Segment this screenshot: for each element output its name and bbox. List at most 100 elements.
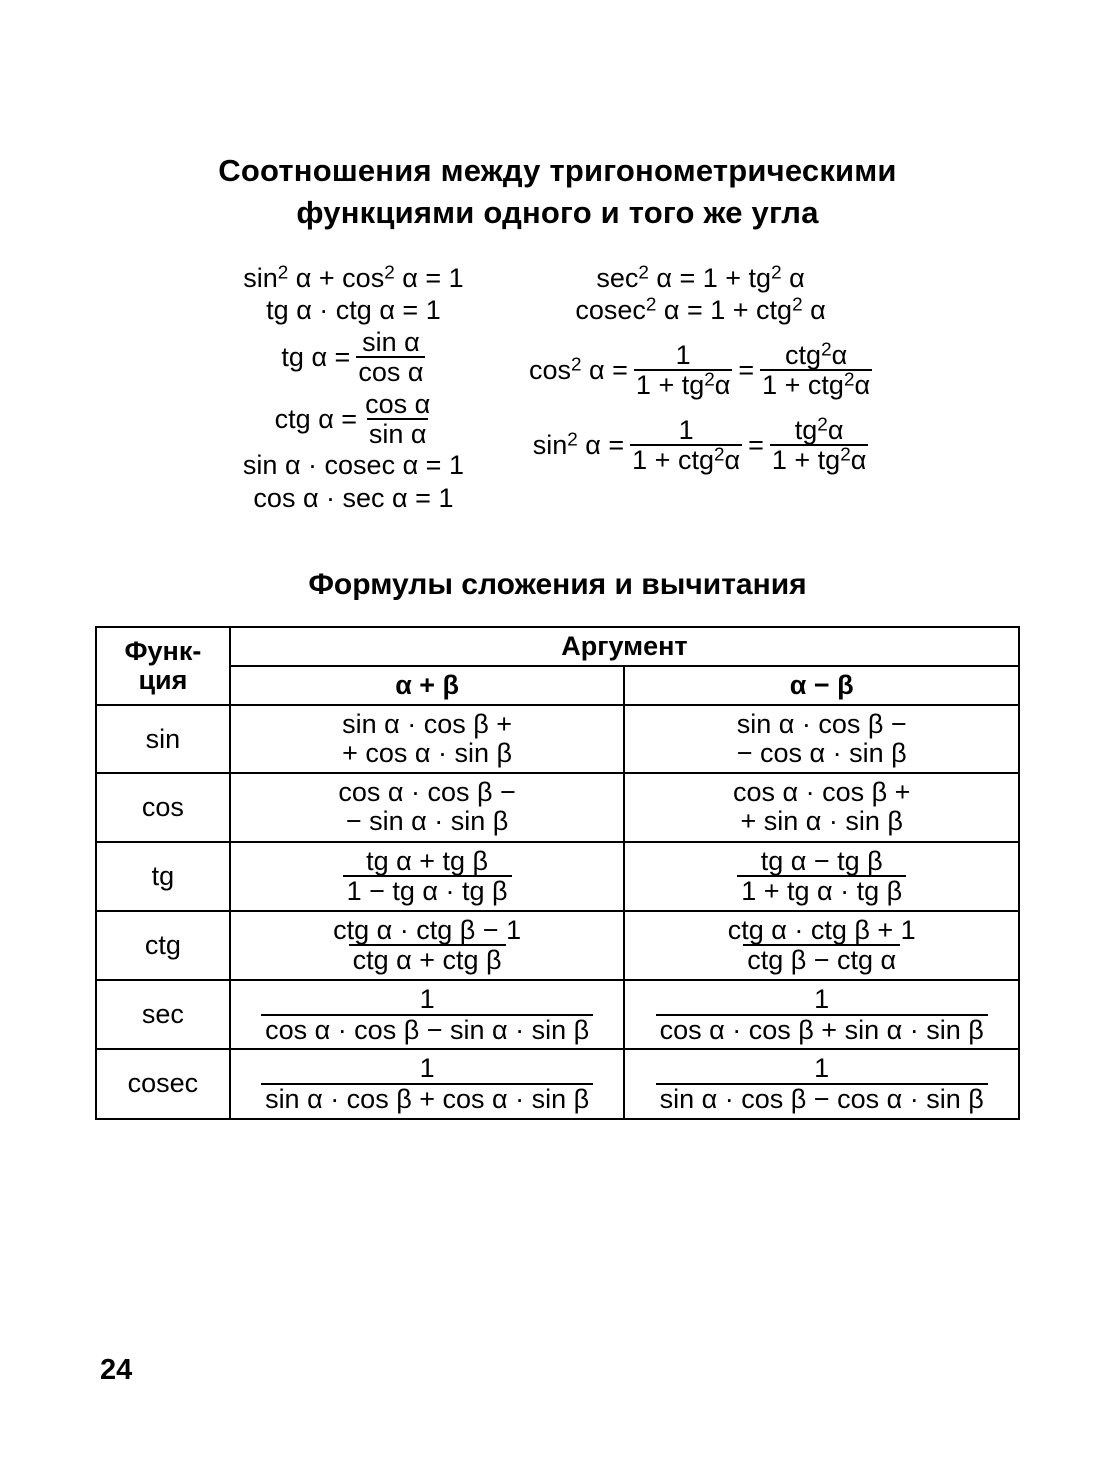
fraction: 1 sin α · cos β − cos α · sin β — [656, 1054, 988, 1113]
header-alpha-plus-beta: α + β — [230, 666, 625, 705]
identity-left-3: tg α = sin α cos α — [281, 328, 425, 387]
formula: sin α · cos β − − cos α · sin β — [631, 710, 1012, 768]
formula-line1: cos α · cos β + — [733, 778, 910, 807]
formula-line2: + sin α · sin β — [740, 807, 902, 836]
function-name: cos — [96, 773, 230, 841]
fraction-a: 1 1 + tg2α — [634, 341, 732, 400]
numerator: ctg2α — [783, 341, 849, 369]
table-row: cosec 1 sin α · cos β + cos α · sin β 1 … — [96, 1049, 1019, 1118]
heading1-line1: Соотношения между тригонометрическими — [218, 153, 896, 188]
table-head: Функ- ция Аргумент α + β α − β — [96, 627, 1019, 705]
formula-line2: + cos α · sin β — [342, 739, 512, 768]
denominator: sin α · cos β + cos α · sin β — [261, 1083, 593, 1114]
cell-plus: tg α + tg β 1 − tg α · tg β — [230, 842, 625, 911]
fraction-b: tg2α 1 + tg2α — [770, 416, 868, 475]
table-row: cos cos α · cos β − − sin α · sin β cos … — [96, 773, 1019, 841]
numerator: 1 — [677, 416, 696, 444]
identity-left-2: tg α · ctg α = 1 — [266, 296, 441, 325]
table-row: ctg ctg α · ctg β − 1 ctg α + ctg β ctg … — [96, 911, 1019, 980]
denominator: ctg β − ctg α — [743, 944, 900, 975]
cell-plus: sin α · cos β + + cos α · sin β — [230, 705, 625, 773]
denominator: 1 + tg2α — [634, 369, 732, 399]
denominator: cos α · cos β + sin α · sin β — [656, 1014, 988, 1045]
function-name: cosec — [96, 1049, 230, 1118]
page-number: 24 — [100, 1354, 132, 1387]
cell-plus: 1 sin α · cos β + cos α · sin β — [230, 1049, 625, 1118]
numerator: sin α — [360, 328, 422, 356]
denominator: 1 + tg α · tg β — [737, 875, 906, 906]
numerator: tg α + tg β — [362, 847, 492, 876]
fraction: ctg α · ctg β + 1 ctg β − ctg α — [724, 916, 920, 975]
equals: = — [738, 355, 754, 385]
fraction-a: 1 1 + ctg2α — [630, 416, 742, 475]
formula-line2: − cos α · sin β — [737, 739, 907, 768]
numerator: tg α − tg β — [757, 847, 887, 876]
numerator: 1 — [416, 985, 439, 1014]
lhs: sin2 α = — [533, 430, 624, 460]
formula-line1: sin α · cos β − — [737, 710, 907, 739]
function-name: sin — [96, 705, 230, 773]
cell-plus: cos α · cos β − − sin α · sin β — [230, 773, 625, 841]
fraction: 1 cos α · cos β − sin α · sin β — [261, 985, 593, 1044]
heading1-line2: функциями одного и того же угла — [296, 195, 818, 230]
formula: cos α · cos β − − sin α · sin β — [237, 778, 618, 836]
fraction: sin α cos α — [356, 328, 425, 387]
denominator: sin α — [367, 418, 429, 448]
table-row: tg tg α + tg β 1 − tg α · tg β tg α − tg… — [96, 842, 1019, 911]
cell-plus: ctg α · ctg β − 1 ctg α + ctg β — [230, 911, 625, 980]
denominator: ctg α + ctg β — [349, 944, 506, 975]
numerator: tg2α — [793, 416, 846, 444]
identities-right-column: sec2 α = 1 + tg2 α cosec2 α = 1 + ctg2 α… — [529, 264, 872, 513]
table-row: sin sin α · cos β + + cos α · sin β sin … — [96, 705, 1019, 773]
cell-minus: 1 cos α · cos β + sin α · sin β — [624, 980, 1019, 1049]
identity-left-1: sin2 α + cos2 α = 1 — [243, 264, 463, 293]
function-name: sec — [96, 980, 230, 1049]
cell-minus: sin α · cos β − − cos α · sin β — [624, 705, 1019, 773]
fraction: tg α + tg β 1 − tg α · tg β — [343, 847, 512, 906]
denominator: sin α · cos β − cos α · sin β — [656, 1083, 988, 1114]
numerator: ctg α · ctg β + 1 — [724, 916, 920, 945]
fraction: tg α − tg β 1 + tg α · tg β — [737, 847, 906, 906]
formula-line1: cos α · cos β − — [338, 778, 515, 807]
section-title-1: Соотношения между тригонометрическими фу… — [95, 150, 1020, 234]
header-argument: Аргумент — [230, 627, 1019, 666]
header-function-l1: Функ- — [124, 637, 201, 666]
numerator: 1 — [810, 985, 833, 1014]
header-alpha-minus-beta: α − β — [624, 666, 1019, 705]
denominator: 1 + ctg2α — [760, 369, 872, 399]
header-function-l2: ция — [138, 666, 187, 695]
function-name: tg — [96, 842, 230, 911]
formula: sin α · cos β + + cos α · sin β — [237, 710, 618, 768]
formula-line1: sin α · cos β + — [342, 710, 512, 739]
fraction: ctg α · ctg β − 1 ctg α + ctg β — [329, 916, 525, 975]
identity-left-4: ctg α = cos α sin α — [275, 390, 433, 449]
numerator: cos α — [363, 390, 432, 418]
identities-block: sin2 α + cos2 α = 1 tg α · ctg α = 1 tg … — [95, 264, 1020, 513]
fraction: 1 sin α · cos β + cos α · sin β — [261, 1054, 593, 1113]
cell-minus: tg α − tg β 1 + tg α · tg β — [624, 842, 1019, 911]
table-body: sin sin α · cos β + + cos α · sin β sin … — [96, 705, 1019, 1119]
denominator: cos α — [356, 356, 425, 386]
numerator: 1 — [810, 1054, 833, 1083]
table-header-row-2: α + β α − β — [96, 666, 1019, 705]
formula: cos α · cos β + + sin α · sin β — [631, 778, 1012, 836]
formula-line2: − sin α · sin β — [346, 807, 508, 836]
header-function: Функ- ция — [96, 627, 230, 705]
fraction: cos α sin α — [363, 390, 432, 449]
identity-left-6: cos α · sec α = 1 — [253, 484, 453, 513]
addition-formulas-table: Функ- ция Аргумент α + β α − β sin sin α… — [95, 626, 1020, 1120]
identity-left-5: sin α · cosec α = 1 — [243, 451, 464, 480]
denominator: 1 + tg2α — [770, 444, 868, 474]
identity-right-1: sec2 α = 1 + tg2 α — [596, 264, 804, 293]
numerator: ctg α · ctg β − 1 — [329, 916, 525, 945]
page: Соотношения между тригонометрическими фу… — [0, 0, 1115, 1462]
equals: = — [748, 430, 764, 460]
cell-minus: 1 sin α · cos β − cos α · sin β — [624, 1049, 1019, 1118]
fraction: 1 cos α · cos β + sin α · sin β — [656, 985, 988, 1044]
fraction-b: ctg2α 1 + ctg2α — [760, 341, 872, 400]
identity-right-3: cos2 α = 1 1 + tg2α = ctg2α 1 + ctg2α — [529, 341, 872, 400]
table-row: sec 1 cos α · cos β − sin α · sin β 1 co… — [96, 980, 1019, 1049]
lhs: cos2 α = — [529, 355, 628, 385]
numerator: 1 — [416, 1054, 439, 1083]
section-title-2: Формулы сложения и вычитания — [95, 568, 1020, 602]
